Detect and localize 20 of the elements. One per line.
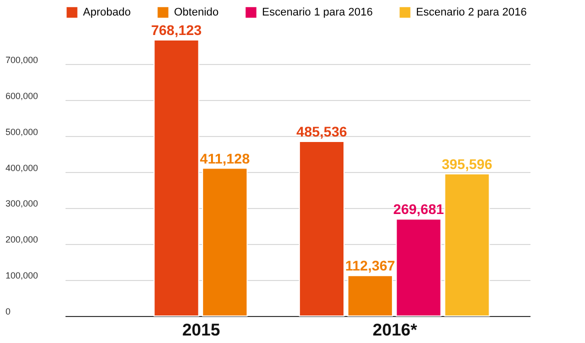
data-label: 485,536 — [296, 124, 348, 140]
data-label: 411,128 — [200, 150, 250, 166]
y-tick-label: 0 — [6, 306, 11, 316]
y-tick-label: 400,000 — [6, 162, 38, 173]
x-tick-label: 2015 — [182, 320, 220, 340]
legend-label: Escenario 1 para 2016 — [262, 6, 373, 18]
legend-label: Obtenido — [174, 6, 219, 18]
data-label: 269,681 — [393, 201, 444, 218]
legend-label: Aprobado — [83, 6, 131, 18]
data-label: 768,123 — [151, 22, 202, 38]
data-label: 395,596 — [442, 156, 493, 172]
y-tick-label: 500,000 — [6, 126, 38, 137]
x-tick-label: 2016* — [372, 320, 418, 340]
y-tick-label: 200,000 — [6, 234, 38, 245]
legend-label: Escenario 2 para 2016 — [416, 6, 527, 18]
data-label: 112,367 — [345, 258, 396, 274]
y-tick-label: 600,000 — [6, 90, 38, 101]
y-tick-label: 700,000 — [6, 54, 38, 65]
y-tick-label: 300,000 — [6, 198, 38, 209]
y-tick-label: 100,000 — [6, 270, 38, 281]
